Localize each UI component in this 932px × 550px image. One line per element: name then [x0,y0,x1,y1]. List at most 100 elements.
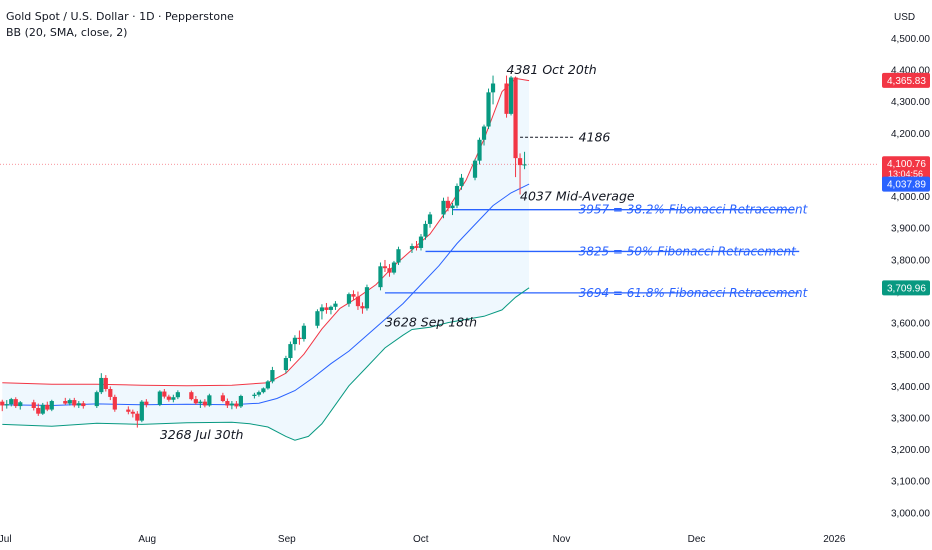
candle-80 [504,83,509,114]
candle-36 [225,401,230,406]
candle-29 [175,392,180,398]
candle-17 [103,377,108,390]
candle-34 [207,395,212,406]
candle-4 [18,402,23,407]
candle-74 [459,177,464,186]
candle-57 [355,296,361,307]
y-tick-1: 4,400.00 [891,66,930,77]
candle-70 [441,200,446,215]
candle-33 [202,401,207,406]
bb-lower-line [2,287,530,441]
candle-22 [135,413,140,421]
candle-72 [450,205,455,209]
candle-64 [396,249,401,263]
price-badge-value-3: 3,709.96 [887,283,926,294]
y-tick-12: 3,300.00 [891,413,930,424]
candle-56 [351,294,356,297]
x-tick-1: Aug [138,534,156,545]
candle-41 [256,392,261,395]
candle-58 [360,306,365,309]
candle-2 [9,399,14,405]
candle-1 [4,404,9,406]
candle-38 [234,403,239,407]
candle-43 [265,381,271,389]
candle-47 [292,337,298,345]
candle-73 [454,185,460,206]
x-tick-4: Nov [553,534,571,545]
y-tick-5: 4,000.00 [891,192,930,203]
candle-82 [513,77,518,159]
candle-12 [72,400,77,406]
candle-19 [112,396,117,410]
candle-40 [252,394,257,396]
candle-60 [378,266,383,288]
price-badge-value-1: 4,100.76 [887,159,926,170]
candle-51 [319,307,325,312]
currency-label: USD [894,12,915,23]
candle-6 [36,407,41,414]
x-tick-6: 2026 [823,534,846,545]
price-badge-value-2: 4,037.89 [887,180,926,191]
candle-32 [198,401,203,404]
annotation-5: 3957 = 38.2% Fibonacci Retracement [579,203,809,217]
chart-title: Gold Spot / U.S. Dollar · 1D · Peppersto… [6,10,234,23]
candle-55 [346,294,352,304]
candle-39 [238,395,243,407]
candle-7 [40,404,45,414]
candle-65 [409,246,415,250]
candle-44 [270,370,275,382]
candle-77 [481,126,487,140]
candle-9 [49,401,54,410]
y-tick-15: 3,000.00 [891,508,930,519]
y-tick-2: 4,300.00 [891,97,930,108]
x-tick-5: Dec [688,534,706,545]
candle-28 [171,397,176,400]
candle-49 [301,325,307,340]
y-tick-3: 4,200.00 [891,129,930,140]
price-badge-timer-1: 13:04:56 [888,169,923,179]
candle-15 [94,392,99,407]
candle-30 [189,392,194,400]
y-tick-11: 3,400.00 [891,382,930,393]
candle-5 [31,402,36,408]
candle-63 [391,262,397,273]
candle-71 [445,200,451,209]
x-tick-3: Oct [413,534,429,545]
y-tick-9: 3,600.00 [891,319,930,330]
candle-67 [418,236,424,248]
y-tick-6: 3,900.00 [891,224,930,235]
candle-52 [324,307,329,310]
candle-35 [220,395,225,402]
price-badge-1 [882,156,930,181]
y-tick-10: 3,500.00 [891,350,930,361]
candle-11 [67,400,72,404]
candle-25 [157,391,162,405]
candle-76 [477,139,482,161]
candle-18 [108,389,113,397]
candle-10 [63,401,68,404]
candle-20 [126,409,131,412]
bb-fill [2,78,530,441]
y-tick-0: 4,500.00 [891,34,930,45]
candle-24 [144,401,149,405]
candle-26 [162,391,167,397]
candle-69 [427,214,433,224]
candle-21 [130,411,135,414]
annotation-6: 3825 = 50% Fibonacci Retracement [579,244,798,258]
annotation-7: 3694 = 61.8% Fibonacci Retracement [579,286,809,300]
candle-83 [517,158,523,166]
x-tick-2: Sep [278,534,296,545]
candle-42 [261,388,266,393]
candle-46 [288,344,293,359]
candle-31 [193,399,198,404]
annotation-1: 4186 [579,129,611,144]
candle-84 [522,164,527,166]
y-tick-14: 3,100.00 [891,477,930,488]
annotation-2: 4037 Mid-Average [520,189,635,204]
candle-79 [490,83,496,93]
candle-50 [315,311,320,326]
candle-37 [229,403,234,406]
candle-53 [328,306,334,310]
